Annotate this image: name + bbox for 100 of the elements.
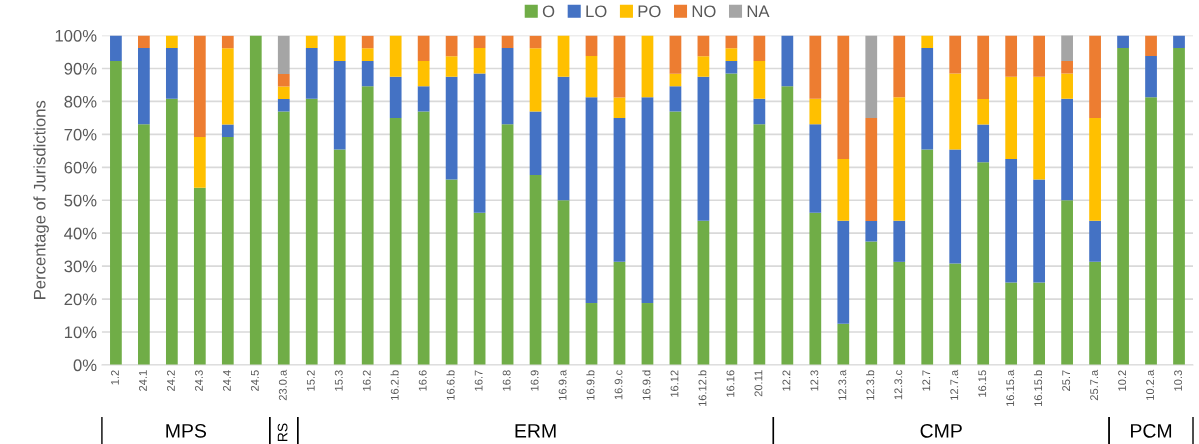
bar xyxy=(165,48,178,99)
bar xyxy=(753,98,766,125)
legend-label: PO xyxy=(638,5,661,18)
bar xyxy=(1145,55,1157,98)
bar xyxy=(781,35,794,87)
x-tick-label: 16.15 xyxy=(978,370,987,397)
x-tick-label: 24.4 xyxy=(222,370,231,391)
bar xyxy=(837,323,850,365)
bar xyxy=(641,97,654,304)
bar xyxy=(389,117,402,365)
bar xyxy=(585,97,598,304)
bar xyxy=(893,220,906,262)
bar xyxy=(613,261,626,365)
bar xyxy=(473,48,486,74)
bar xyxy=(249,35,262,365)
bar xyxy=(501,124,514,365)
y-tick-label: 80% xyxy=(64,95,97,108)
bar xyxy=(138,48,150,125)
bar xyxy=(1089,220,1101,262)
bar xyxy=(893,261,906,365)
bar xyxy=(1145,35,1157,56)
bar xyxy=(221,124,234,137)
bar xyxy=(697,56,710,77)
bar xyxy=(977,124,990,163)
bar xyxy=(333,60,346,150)
bar xyxy=(110,35,122,61)
bar xyxy=(221,48,234,125)
bar xyxy=(753,124,766,365)
bar xyxy=(529,174,542,365)
bar xyxy=(837,159,850,221)
bar xyxy=(725,73,738,365)
bar xyxy=(753,60,766,99)
bar xyxy=(1005,282,1018,365)
bar xyxy=(781,86,794,365)
bar xyxy=(165,35,178,49)
x-tick-label: 16.15.a xyxy=(1006,369,1015,407)
bar xyxy=(193,35,206,137)
bar xyxy=(837,35,850,160)
bar xyxy=(585,55,598,98)
x-tick-label: 12.3.b xyxy=(866,370,875,400)
x-tick-label: 10.2.a xyxy=(1146,369,1155,400)
bar xyxy=(725,60,738,74)
bar xyxy=(949,149,962,264)
bar xyxy=(585,303,598,365)
text: ERM xyxy=(515,424,556,438)
x-tick-label: 12.7 xyxy=(922,370,931,391)
x-tick-label: 12.3.a xyxy=(838,369,847,400)
bar xyxy=(1117,35,1129,49)
x-tick-label: 15.2 xyxy=(306,370,315,391)
x-tick-label: 15.3 xyxy=(334,370,343,391)
bar xyxy=(333,35,346,61)
bar xyxy=(1033,76,1046,180)
bar xyxy=(921,48,934,150)
bar xyxy=(865,117,878,221)
bar xyxy=(221,35,234,49)
x-tick-label: 16.12 xyxy=(670,370,679,397)
bar xyxy=(809,124,822,213)
bar xyxy=(417,35,430,61)
bar xyxy=(809,212,822,365)
bar xyxy=(641,303,654,365)
bar xyxy=(277,99,290,112)
bar xyxy=(277,74,290,87)
bar xyxy=(305,48,318,99)
x-tick-label: 24.3 xyxy=(194,370,203,391)
bar xyxy=(669,35,682,74)
bar xyxy=(277,86,290,100)
bar xyxy=(1089,117,1101,221)
bar xyxy=(893,97,906,221)
bar xyxy=(1061,200,1073,365)
bar xyxy=(361,35,374,49)
bar xyxy=(921,149,934,365)
bar xyxy=(809,98,822,125)
y-tick-label: 40% xyxy=(64,227,97,240)
bar xyxy=(893,35,906,98)
bar xyxy=(361,86,374,365)
bar xyxy=(1089,261,1101,365)
bar xyxy=(1005,76,1018,160)
bar xyxy=(417,111,430,365)
bar xyxy=(445,35,458,57)
y-tick-label: 100% xyxy=(55,29,97,42)
y-tick-label: 60% xyxy=(64,161,97,174)
bar xyxy=(389,35,402,77)
bar xyxy=(1033,282,1046,365)
bar xyxy=(949,35,962,74)
bar xyxy=(949,73,962,150)
bar xyxy=(333,149,346,365)
bar xyxy=(865,35,878,118)
x-tick-label: 16.15.b xyxy=(1033,370,1043,407)
x-tick-label: 24.2 xyxy=(166,370,175,391)
bar xyxy=(977,35,990,100)
bar xyxy=(361,60,374,87)
x-tick-label: 12.7.a xyxy=(950,369,959,400)
bar xyxy=(697,35,710,57)
bar xyxy=(529,48,542,112)
x-tick-label: 16.7 xyxy=(474,370,483,391)
y-tick-label: 50% xyxy=(64,194,97,207)
legend-label: LO xyxy=(586,5,607,18)
bar xyxy=(389,76,402,118)
y-axis-title: Percentage of Jurisdictions xyxy=(33,100,49,299)
bar xyxy=(305,35,318,49)
